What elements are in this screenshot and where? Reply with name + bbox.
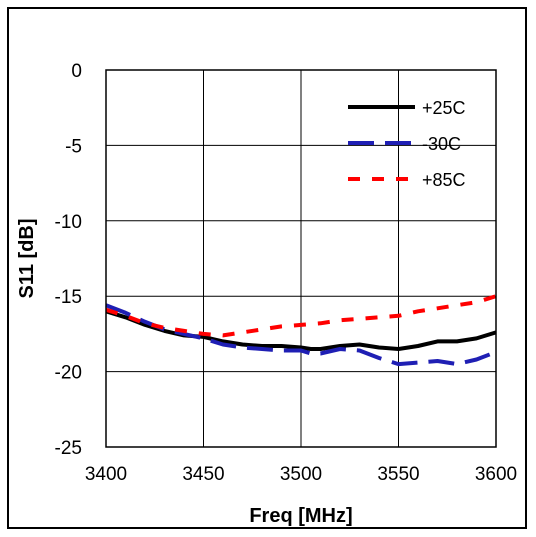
series-line-0 [105, 309, 497, 351]
series-lines [105, 294, 497, 367]
x-tick-label-1: 3450 [182, 464, 224, 485]
legend-label-1: -30C [422, 134, 461, 154]
y-axis-title: S11 [dB] [16, 218, 38, 298]
grid [105, 69, 497, 448]
chart-frame [7, 7, 527, 529]
y-tick-label-3: -15 [55, 287, 82, 308]
legend: +25C -30C +85C [348, 98, 466, 190]
x-tick-label-3: 3550 [377, 464, 419, 485]
x-axis-title: Freq [MHz] [249, 505, 352, 527]
y-tick-label-4: -20 [55, 363, 82, 384]
y-tick-label-0: 0 [71, 61, 82, 82]
x-tick-label-2: 3500 [280, 464, 322, 485]
tick-labels: 3400 3450 3500 3550 3600 0 -5 -10 -15 -20 -25 [55, 61, 518, 485]
y-tick-label-5: -25 [55, 438, 82, 459]
x-tick-label-0: 3400 [85, 464, 127, 485]
series-line-2 [105, 294, 497, 338]
legend-label-2: +85C [422, 170, 466, 190]
y-tick-label-2: -10 [55, 212, 82, 233]
legend-label-0: +25C [422, 98, 466, 118]
plot-border [105, 69, 497, 448]
x-tick-label-4: 3600 [475, 464, 517, 485]
series-line-1 [105, 303, 497, 367]
y-tick-label-1: -5 [65, 136, 82, 157]
